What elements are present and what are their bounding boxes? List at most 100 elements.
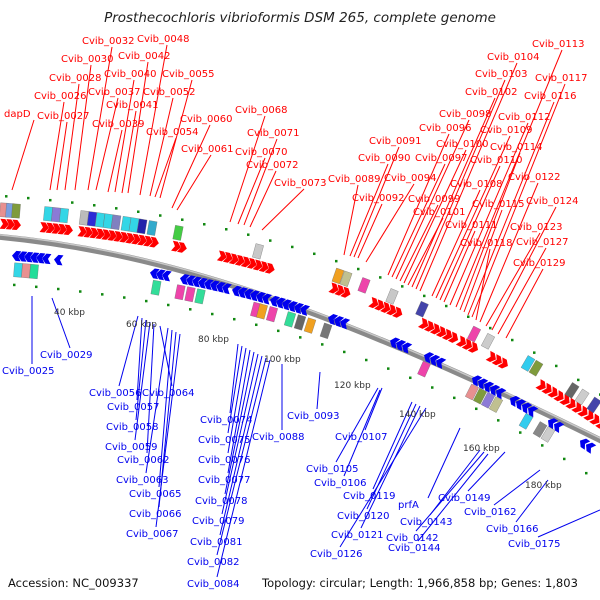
reverse-gene-arrow[interactable] (255, 291, 266, 303)
gene-label[interactable]: Cvib_0103 (475, 69, 527, 80)
feature-box[interactable] (172, 225, 184, 241)
reverse-gene-arrow[interactable] (326, 313, 339, 326)
gene-label[interactable]: Cvib_0060 (180, 114, 232, 125)
gene-label[interactable]: Cvib_0079 (192, 516, 244, 527)
forward-gene-arrow[interactable] (83, 226, 93, 238)
gene-label[interactable]: Cvib_0144 (388, 543, 440, 554)
forward-gene-arrow[interactable] (171, 240, 182, 253)
forward-gene-arrow[interactable] (553, 390, 566, 403)
gene-label[interactable]: Cvib_0115 (472, 199, 524, 210)
gene-label[interactable]: Cvib_0088 (252, 432, 304, 443)
gene-label[interactable]: Cvib_0076 (198, 455, 250, 466)
reverse-gene-arrow[interactable] (30, 252, 40, 263)
forward-gene-arrow[interactable] (455, 335, 468, 349)
forward-gene-arrow[interactable] (57, 223, 67, 235)
reverse-gene-arrow[interactable] (577, 436, 591, 450)
forward-gene-arrow[interactable] (222, 251, 234, 264)
feature-box[interactable] (174, 284, 186, 301)
feature-box[interactable] (415, 300, 429, 318)
forward-gene-arrow[interactable] (435, 325, 448, 339)
gene-label[interactable]: Cvib_0061 (181, 144, 233, 155)
gene-label[interactable]: Cvib_0113 (532, 39, 584, 50)
reverse-gene-arrow[interactable] (12, 250, 22, 262)
gene-label[interactable]: Cvib_0030 (61, 54, 113, 65)
gene-label[interactable]: Cvib_0105 (306, 464, 358, 475)
gene-label[interactable]: Cvib_0057 (107, 402, 159, 413)
reverse-gene-arrow[interactable] (287, 300, 299, 313)
feature-box[interactable] (29, 263, 39, 279)
forward-gene-arrow[interactable] (441, 328, 454, 342)
forward-gene-arrow[interactable] (63, 224, 73, 236)
reverse-gene-arrow[interactable] (422, 351, 435, 364)
reverse-gene-arrow[interactable] (545, 416, 559, 430)
reverse-gene-arrow[interactable] (53, 254, 64, 266)
reverse-gene-arrow[interactable] (209, 280, 220, 292)
gene-label[interactable]: Cvib_0026 (34, 91, 86, 102)
gene-label[interactable]: Cvib_0039 (92, 119, 144, 130)
forward-gene-arrow[interactable] (589, 413, 600, 426)
forward-gene-arrow[interactable] (101, 229, 111, 240)
gene-label[interactable]: Cvib_0073 (274, 178, 326, 189)
reverse-gene-arrow[interactable] (293, 302, 305, 315)
feature-box[interactable] (357, 277, 371, 294)
forward-gene-arrow[interactable] (5, 219, 16, 230)
reverse-gene-arrow[interactable] (338, 317, 351, 330)
forward-gene-arrow[interactable] (368, 297, 380, 310)
gene-label[interactable]: Cvib_0082 (187, 557, 239, 568)
gene-label[interactable]: Cvib_0092 (352, 193, 404, 204)
gene-label[interactable]: Cvib_0084 (187, 579, 239, 590)
gene-label[interactable]: Cvib_0029 (40, 350, 92, 361)
forward-gene-arrow[interactable] (485, 350, 499, 364)
reverse-gene-arrow[interactable] (249, 289, 260, 302)
gene-label[interactable]: Cvib_0037 (88, 87, 140, 98)
reverse-gene-arrow[interactable] (388, 336, 401, 349)
gene-label[interactable]: Cvib_0121 (331, 530, 383, 541)
forward-gene-arrow[interactable] (107, 230, 117, 241)
feature-box[interactable] (136, 218, 148, 235)
forward-gene-arrow[interactable] (541, 382, 554, 396)
gene-label[interactable]: Cvib_0123 (510, 222, 562, 233)
gene-label[interactable]: Cvib_0071 (247, 128, 299, 139)
gene-label[interactable]: Cvib_0089 (328, 174, 380, 185)
gene-label[interactable]: Cvib_0119 (343, 491, 395, 502)
reverse-gene-arrow[interactable] (281, 298, 293, 311)
gene-label[interactable]: Cvib_0127 (516, 237, 568, 248)
feature-box[interactable] (293, 314, 307, 331)
forward-gene-arrow[interactable] (392, 306, 404, 320)
feature-box[interactable] (586, 396, 600, 414)
feature-box[interactable] (520, 355, 536, 372)
gene-label[interactable]: Cvib_0166 (486, 524, 538, 535)
forward-gene-arrow[interactable] (137, 234, 147, 246)
forward-gene-arrow[interactable] (491, 354, 505, 367)
forward-gene-arrow[interactable] (216, 250, 228, 263)
feature-box[interactable] (488, 396, 504, 413)
reverse-gene-arrow[interactable] (514, 397, 527, 411)
feature-box[interactable] (11, 203, 21, 219)
reverse-gene-arrow[interactable] (434, 356, 447, 369)
gene-label[interactable]: Cvib_0097 (415, 153, 467, 164)
gene-label[interactable]: Cvib_0109 (480, 125, 532, 136)
feature-box[interactable] (465, 383, 479, 401)
gene-label[interactable]: Cvib_0063 (116, 475, 168, 486)
forward-gene-arrow[interactable] (39, 222, 50, 233)
gene-label[interactable]: Cvib_0149 (438, 493, 490, 504)
gene-label[interactable]: Cvib_0058 (106, 422, 158, 433)
gene-label[interactable]: Cvib_0062 (117, 455, 169, 466)
feature-box[interactable] (13, 262, 23, 278)
gene-label[interactable]: Cvib_0120 (337, 511, 389, 522)
gene-label[interactable]: Cvib_0126 (310, 549, 362, 560)
forward-gene-arrow[interactable] (334, 284, 346, 297)
gene-label[interactable]: dapD (4, 109, 31, 120)
forward-gene-arrow[interactable] (246, 257, 258, 270)
reverse-gene-arrow[interactable] (583, 440, 597, 454)
feature-box[interactable] (540, 426, 556, 443)
gene-label[interactable]: Cvib_0056 (89, 388, 141, 399)
feature-box[interactable] (43, 206, 53, 222)
feature-box[interactable] (303, 317, 317, 334)
reverse-gene-arrow[interactable] (36, 253, 46, 264)
gene-label[interactable]: Cvib_0048 (137, 34, 189, 45)
feature-box[interactable] (518, 413, 534, 430)
gene-label[interactable]: Cvib_0107 (335, 432, 387, 443)
reverse-gene-arrow[interactable] (155, 269, 166, 281)
reverse-gene-arrow[interactable] (179, 273, 190, 285)
